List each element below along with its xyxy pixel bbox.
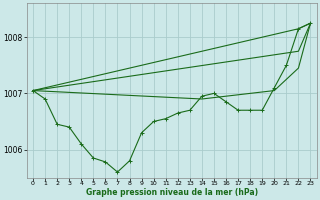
X-axis label: Graphe pression niveau de la mer (hPa): Graphe pression niveau de la mer (hPa) — [86, 188, 258, 197]
